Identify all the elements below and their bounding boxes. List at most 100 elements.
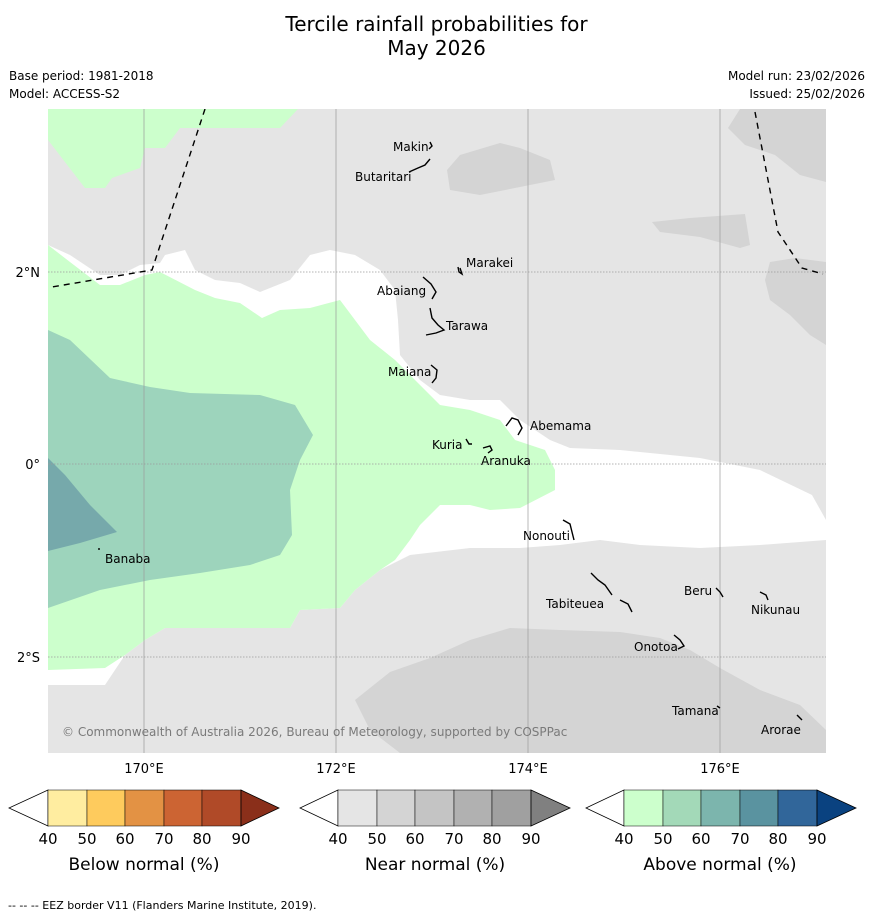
near-normal-50-south: [355, 628, 826, 753]
below-tick-90: 90: [231, 830, 250, 848]
above-normal-swatch-70: [739, 789, 779, 827]
label-abaiang: Abaiang: [377, 284, 426, 298]
nikunau-island: [759, 591, 769, 601]
onotoa-island: [673, 634, 686, 650]
above-normal-swatch-60: [700, 789, 741, 827]
lon-labels: 170°E 172°E 174°E 176°E: [124, 762, 740, 777]
aranuka-island: [482, 445, 493, 454]
near-normal-under-triangle: [299, 789, 339, 827]
near-normal-swatch-70: [453, 789, 493, 827]
label-abemama: Abemama: [530, 419, 591, 433]
tarawa-island: [425, 307, 446, 336]
island-outlines: [98, 141, 803, 721]
near-normal-50-north-b: [728, 109, 826, 182]
above-tick-90: 90: [807, 830, 826, 848]
butaritari-island: [408, 158, 431, 173]
near-normal-swatch-80: [491, 789, 532, 827]
arorae-island: [796, 714, 803, 721]
label-kuria: Kuria: [432, 438, 463, 452]
beru-island: [715, 587, 724, 598]
above-tick-60: 60: [691, 830, 710, 848]
near-tick-40: 40: [328, 830, 347, 848]
kuria-island: [465, 438, 472, 445]
marakei-island: [457, 266, 464, 276]
model-text: Model: ACCESS-S2: [9, 87, 121, 101]
above-normal-over-triangle: [816, 789, 857, 827]
lon-label-176e: 176°E: [700, 762, 740, 777]
label-maiana: Maiana: [388, 365, 431, 379]
near-tick-80: 80: [482, 830, 501, 848]
label-nikunau: Nikunau: [751, 603, 800, 617]
lat-labels: 2°N 0° 2°S: [16, 266, 41, 666]
below-normal-swatch-80: [201, 789, 242, 827]
near-normal-label: Near normal (%): [365, 855, 505, 875]
island-labels: Makin Butaritari Marakei Abaiang Tarawa …: [105, 140, 801, 737]
meta-right: Model run: 23/02/2026 Issued: 25/02/2026: [728, 67, 865, 103]
above-tick-40: 40: [614, 830, 633, 848]
below-normal-swatch-60: [124, 789, 165, 827]
near-normal-swatch-50: [376, 789, 416, 827]
label-makin: Makin: [393, 140, 429, 154]
above-normal-40-north: [48, 109, 298, 188]
below-normal-swatch-50: [86, 789, 126, 827]
abaiang-island: [422, 276, 437, 300]
label-aranuka: Aranuka: [481, 454, 531, 468]
issued-text: Issued: 25/02/2026: [749, 87, 865, 101]
title-line-2: May 2026: [387, 36, 486, 60]
label-marakei: Marakei: [466, 256, 513, 270]
lon-label-172e: 172°E: [316, 762, 356, 777]
model-run-text: Model run: 23/02/2026: [727, 69, 865, 83]
label-tarawa: Tarawa: [445, 319, 488, 333]
label-arorae: Arorae: [761, 723, 801, 737]
near-tick-60: 60: [405, 830, 424, 848]
maiana-island: [430, 364, 438, 384]
near-normal-50-north-c: [652, 214, 750, 248]
map-area: Makin Butaritari Marakei Abaiang Tarawa …: [48, 109, 826, 753]
above-normal-under-triangle: [585, 789, 625, 827]
above-normal-swatch-50: [662, 789, 702, 827]
below-normal-swatch-40: [47, 789, 88, 827]
lat-label-2s: 2°S: [17, 651, 40, 666]
near-normal-over-triangle: [530, 789, 571, 827]
tamana-island: [716, 705, 721, 709]
below-tick-70: 70: [154, 830, 173, 848]
label-butaritari: Butaritari: [355, 170, 412, 184]
label-beru: Beru: [684, 584, 712, 598]
colorbar-above-normal: 40 50 60 70 80 90 Above normal (%): [585, 789, 857, 875]
makin-island: [428, 141, 433, 150]
above-tick-50: 50: [653, 830, 672, 848]
below-normal-label: Below normal (%): [69, 855, 220, 875]
label-tabiteuea: Tabiteuea: [545, 597, 604, 611]
near-normal-swatch-40: [337, 789, 378, 827]
copyright-text: © Commonwealth of Australia 2026, Bureau…: [62, 725, 567, 739]
above-normal-swatch-80: [777, 789, 818, 827]
above-normal-50: [48, 330, 313, 608]
eez-border: [51, 109, 824, 288]
lon-label-174e: 174°E: [508, 762, 548, 777]
colorbar-near-normal: 40 50 60 70 80 90 Near normal (%): [299, 789, 571, 875]
label-onotoa: Onotoa: [634, 640, 678, 654]
above-tick-70: 70: [730, 830, 749, 848]
title-line-1: Tercile rainfall probabilities for: [285, 12, 588, 36]
below-tick-50: 50: [77, 830, 96, 848]
above-normal-label: Above normal (%): [643, 855, 796, 875]
lat-label-2n: 2°N: [16, 266, 41, 281]
below-tick-60: 60: [115, 830, 134, 848]
abemama-island: [505, 417, 523, 436]
base-period-text: Base period: 1981-2018: [9, 69, 154, 83]
near-normal-40-north: [48, 109, 826, 520]
lon-label-170e: 170°E: [124, 762, 164, 777]
above-normal-swatch-40: [623, 789, 664, 827]
gridlines: [48, 109, 826, 753]
above-tick-80: 80: [768, 830, 787, 848]
below-tick-80: 80: [192, 830, 211, 848]
nonouti-island: [562, 519, 575, 541]
label-banaba: Banaba: [105, 552, 151, 566]
near-tick-50: 50: [367, 830, 386, 848]
below-tick-40: 40: [38, 830, 57, 848]
meta-left: Base period: 1981-2018 Model: ACCESS-S2: [9, 67, 154, 103]
below-normal-over-triangle: [240, 789, 280, 827]
above-normal-60: [48, 458, 117, 551]
map-title: Tercile rainfall probabilities for May 2…: [0, 12, 873, 60]
